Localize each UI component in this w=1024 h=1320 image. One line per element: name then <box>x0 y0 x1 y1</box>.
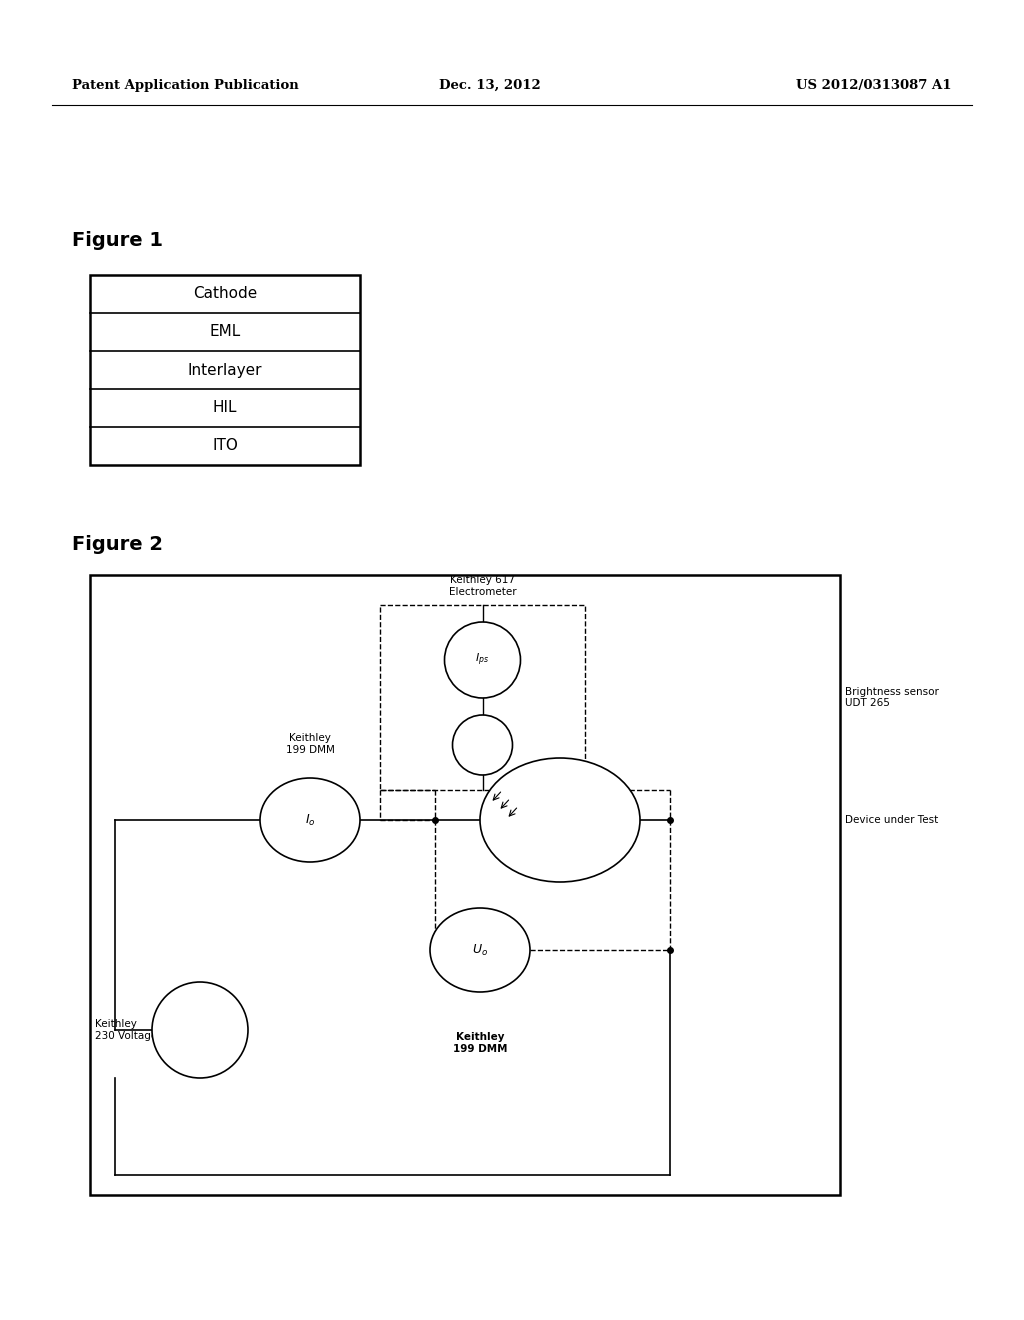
Ellipse shape <box>260 777 360 862</box>
Text: HIL: HIL <box>213 400 238 416</box>
Bar <box>380 605 585 789</box>
Text: EML: EML <box>209 325 241 339</box>
Text: Patent Application Publication: Patent Application Publication <box>72 78 299 91</box>
Text: US 2012/0313087 A1: US 2012/0313087 A1 <box>797 78 952 91</box>
Bar <box>90 576 840 1195</box>
Bar <box>90 275 360 465</box>
Ellipse shape <box>480 758 640 882</box>
Ellipse shape <box>152 982 248 1078</box>
Text: Figure 1: Figure 1 <box>72 231 163 249</box>
Text: hν: hν <box>522 813 538 826</box>
Text: Keithley
199 DMM: Keithley 199 DMM <box>453 1032 507 1053</box>
Text: Brightness sensor
UDT 265: Brightness sensor UDT 265 <box>845 686 939 709</box>
Text: Cathode: Cathode <box>193 286 257 301</box>
Text: Dec. 13, 2012: Dec. 13, 2012 <box>439 78 541 91</box>
Ellipse shape <box>444 622 520 698</box>
Text: Interlayer: Interlayer <box>187 363 262 378</box>
Text: $I_{ps}$: $I_{ps}$ <box>475 652 489 668</box>
Ellipse shape <box>430 908 530 993</box>
Ellipse shape <box>453 715 512 775</box>
Text: $I_o$: $I_o$ <box>305 812 315 828</box>
Text: Figure 2: Figure 2 <box>72 536 163 554</box>
Text: $U_o$: $U_o$ <box>472 942 488 957</box>
Text: Keithley 617
Electrometer: Keithley 617 Electrometer <box>449 576 516 597</box>
Text: Keithley
199 DMM: Keithley 199 DMM <box>286 734 335 755</box>
Text: Keithley
230 Voltage source: Keithley 230 Voltage source <box>95 1019 196 1040</box>
Text: ITO: ITO <box>212 438 238 454</box>
Text: Device under Test: Device under Test <box>845 814 938 825</box>
